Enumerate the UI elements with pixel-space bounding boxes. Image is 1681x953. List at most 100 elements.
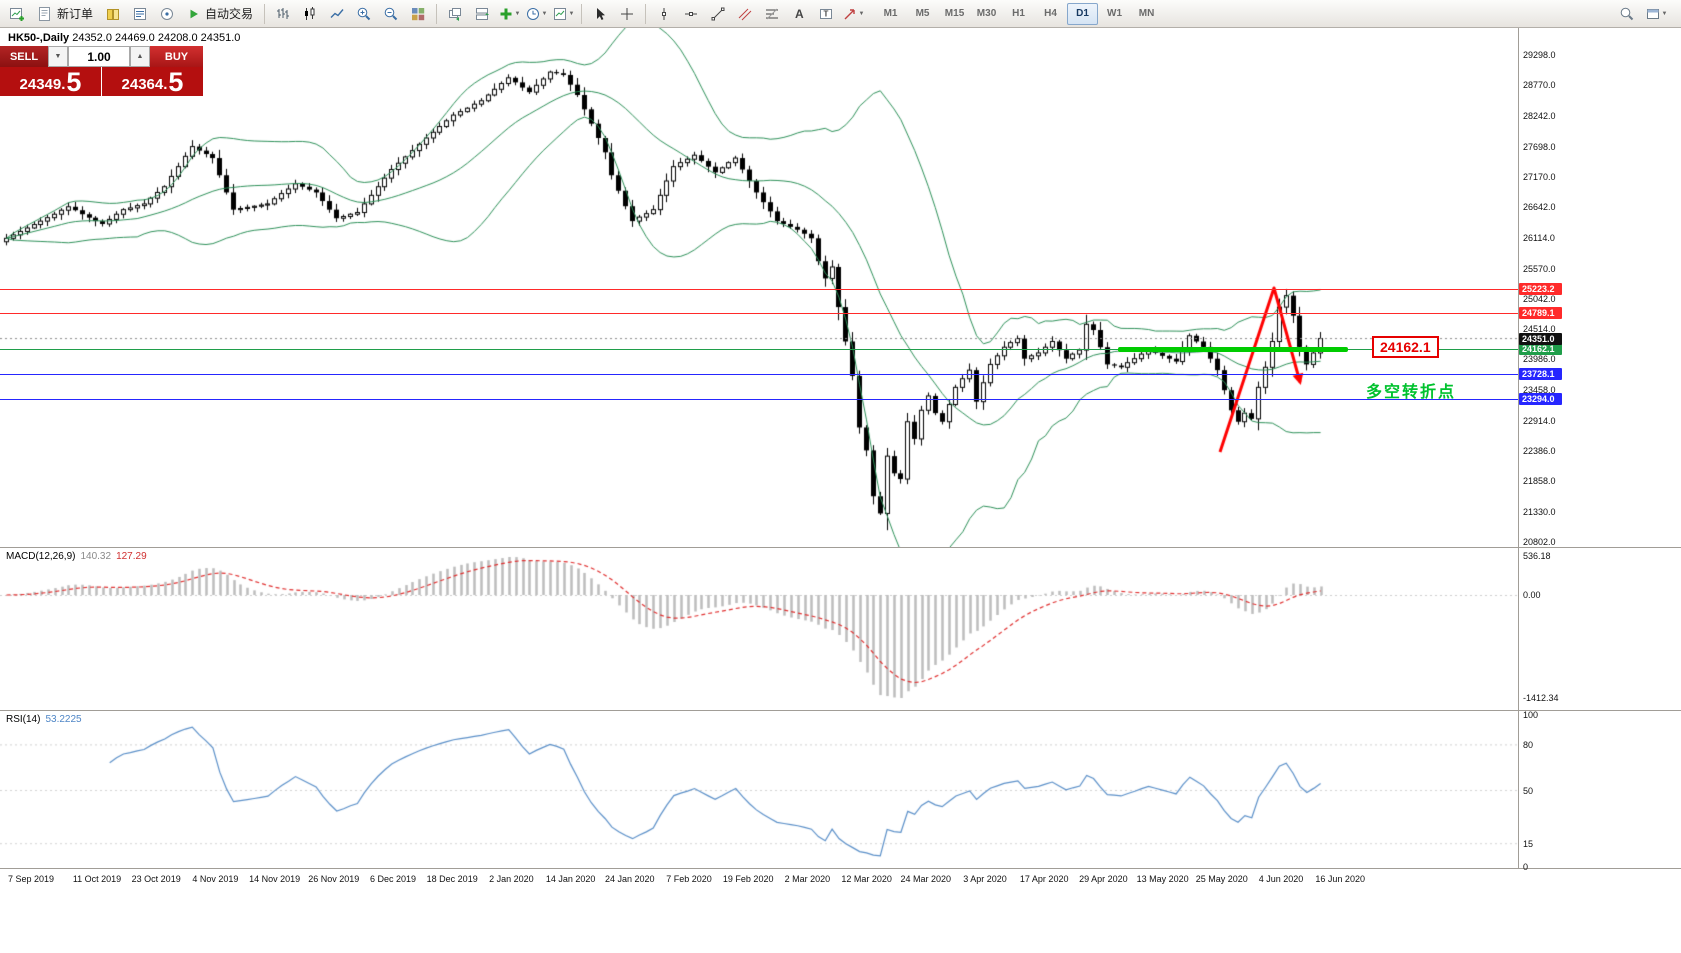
timeframe-m30[interactable]: M30 bbox=[976, 8, 997, 19]
new-order-button[interactable]: 新订单 bbox=[31, 2, 99, 26]
chart-window: HK50-,Daily 24352.0 24469.0 24208.0 2435… bbox=[0, 28, 1681, 953]
buy-price-main: 24364. bbox=[121, 76, 168, 93]
price-tag: 24162.1 bbox=[1519, 343, 1562, 355]
timeframe-d1[interactable]: D1 bbox=[1067, 2, 1099, 25]
date-axis[interactable]: 7 Sep 2019 11 Oct 2019 23 Oct 2019 4 Nov 20… bbox=[0, 869, 1681, 953]
horizontal-line-tool-button[interactable] bbox=[678, 2, 704, 26]
line-chart-button[interactable] bbox=[324, 2, 350, 26]
profiles-button[interactable] bbox=[100, 2, 126, 26]
candlestick-chart-button[interactable] bbox=[297, 2, 323, 26]
bar-chart-button[interactable] bbox=[270, 2, 296, 26]
zoom-in-button[interactable] bbox=[351, 2, 377, 26]
rsi-name: RSI(14) bbox=[6, 714, 41, 725]
timeframe-m5[interactable]: M5 bbox=[915, 8, 930, 19]
volume-increase-button[interactable]: ▲ bbox=[130, 46, 150, 67]
add-indicator-button[interactable]: ▼ bbox=[496, 2, 522, 26]
window-button[interactable]: ▼ bbox=[1643, 2, 1669, 26]
turning-point-annotation: 多空转折点 bbox=[1366, 384, 1457, 401]
price-axis[interactable] bbox=[1519, 28, 1681, 869]
date-axis-label: 7 Feb 2020 bbox=[666, 874, 712, 884]
cursor-icon bbox=[597, 7, 606, 20]
crosshair-icon bbox=[621, 7, 634, 20]
zoom-out-button[interactable] bbox=[378, 2, 404, 26]
line-chart-icon bbox=[330, 8, 344, 18]
arrange-windows-button[interactable] bbox=[469, 2, 495, 26]
timeframe-h4[interactable]: H4 bbox=[1044, 8, 1057, 19]
caret-down-icon: ▼ bbox=[858, 10, 865, 17]
timeframe-w1[interactable]: W1 bbox=[1107, 8, 1123, 19]
caret-down-icon: ▼ bbox=[514, 10, 521, 17]
candlestick-chart-icon bbox=[305, 6, 315, 20]
volume-input[interactable]: 1.00 bbox=[68, 46, 130, 67]
tile-windows-button[interactable] bbox=[405, 2, 431, 26]
rsi-panel-divider[interactable] bbox=[0, 710, 1681, 711]
date-axis-label: 24 Jan 2020 bbox=[605, 874, 655, 884]
trendline-tool-button[interactable] bbox=[705, 2, 731, 26]
channel-tool-button[interactable] bbox=[732, 2, 758, 26]
main-chart-canvas[interactable] bbox=[0, 28, 1518, 547]
horizontal-line[interactable] bbox=[0, 399, 1518, 400]
toolbar-separator bbox=[436, 3, 438, 24]
autotrading-play-icon bbox=[190, 9, 198, 18]
templates-button[interactable]: ▼ bbox=[550, 2, 576, 26]
periods-button[interactable]: ▼ bbox=[523, 2, 549, 26]
svg-text:A: A bbox=[795, 7, 804, 21]
current-price-tag: 24351.0 bbox=[1519, 333, 1562, 345]
cursor-button[interactable] bbox=[587, 2, 613, 26]
cascade-windows-button[interactable] bbox=[442, 2, 468, 26]
date-axis-label: 16 Jun 2020 bbox=[1315, 874, 1365, 884]
macd-panel-divider[interactable] bbox=[0, 547, 1681, 548]
macd-label: MACD(12,26,9) 140.32 127.29 bbox=[6, 551, 147, 562]
buy-price-display[interactable]: 24364. 5 bbox=[102, 67, 203, 96]
autotrading-label: 自动交易 bbox=[205, 7, 254, 21]
one-click-trading-panel: SELL ▼ 1.00 ▲ BUY 24349. 5 24364. 5 bbox=[0, 46, 203, 96]
market-watch-button[interactable] bbox=[127, 2, 153, 26]
price-axis-label: 23986.0 bbox=[1523, 354, 1556, 365]
autotrading-button[interactable]: 自动交易 bbox=[181, 2, 259, 26]
timeframe-toolbar: M1 M5 M15 M30 H1 H4 D1 W1 MN bbox=[875, 2, 1162, 25]
horizontal-line[interactable] bbox=[0, 349, 1518, 350]
vertical-line-tool-button[interactable] bbox=[651, 2, 677, 26]
price-axis-label: 29298.0 bbox=[1523, 50, 1556, 60]
price-axis-label: 22386.0 bbox=[1523, 446, 1556, 457]
date-axis-label: 18 Dec 2019 bbox=[426, 874, 478, 884]
arrange-windows-icon bbox=[476, 7, 490, 20]
macd-scale-label: 0.00 bbox=[1523, 590, 1541, 600]
arrow-shape-icon bbox=[844, 8, 855, 19]
price-axis-label: 28770.0 bbox=[1523, 80, 1556, 91]
horizontal-line[interactable] bbox=[0, 313, 1518, 314]
sell-button[interactable]: SELL bbox=[0, 46, 48, 67]
horizontal-line[interactable] bbox=[0, 374, 1518, 375]
text-a-icon: A bbox=[795, 7, 804, 21]
price-level-callout[interactable]: 24162.1 bbox=[1372, 336, 1439, 358]
price-axis-label: 21330.0 bbox=[1523, 506, 1556, 517]
horizontal-line[interactable] bbox=[0, 289, 1518, 290]
ohlc-readout: 24352.0 24469.0 24208.0 24351.0 bbox=[72, 32, 241, 44]
timeframe-m15[interactable]: M15 bbox=[944, 8, 965, 19]
timeframe-mn[interactable]: MN bbox=[1138, 8, 1155, 19]
timeframe-h1[interactable]: H1 bbox=[1012, 8, 1025, 19]
shapes-tool-button[interactable]: ▼ bbox=[840, 2, 866, 26]
navigator-button[interactable] bbox=[154, 2, 180, 26]
new-chart-button[interactable] bbox=[4, 2, 30, 26]
market-watch-icon bbox=[134, 7, 147, 20]
macd-indicator-canvas[interactable] bbox=[0, 547, 1518, 710]
date-axis-label: 29 Apr 2020 bbox=[1079, 874, 1128, 884]
buy-button[interactable]: BUY bbox=[150, 46, 203, 67]
fibonacci-tool-button[interactable] bbox=[759, 2, 785, 26]
price-axis-label: 28242.0 bbox=[1523, 110, 1556, 121]
price-axis-label: 26114.0 bbox=[1523, 232, 1555, 243]
rsi-indicator-canvas[interactable] bbox=[0, 710, 1518, 868]
volume-decrease-button[interactable]: ▼ bbox=[48, 46, 68, 67]
search-button[interactable] bbox=[1614, 2, 1640, 26]
text-tool-button[interactable]: A bbox=[786, 2, 812, 26]
crosshair-button[interactable] bbox=[614, 2, 640, 26]
new-order-label: 新订单 bbox=[57, 7, 94, 21]
label-tool-button[interactable]: T bbox=[813, 2, 839, 26]
sell-price-display[interactable]: 24349. 5 bbox=[0, 67, 101, 96]
caret-down-icon: ▼ bbox=[1661, 10, 1668, 17]
toolbar-separator bbox=[264, 3, 266, 24]
date-axis-label: 7 Sep 2019 bbox=[8, 874, 55, 884]
timeframe-m1[interactable]: M1 bbox=[883, 8, 898, 19]
support-highlight-line[interactable] bbox=[1118, 347, 1348, 352]
